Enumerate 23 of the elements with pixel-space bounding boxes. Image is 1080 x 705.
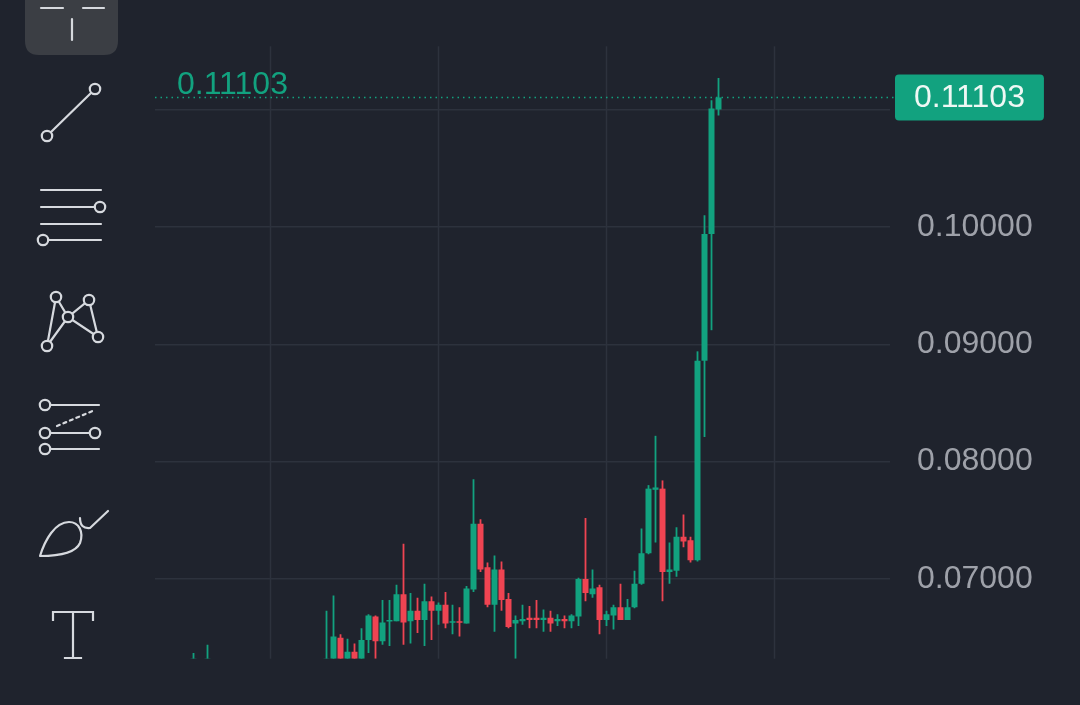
candlestick (617, 582, 624, 621)
candlestick (428, 595, 435, 641)
candlestick (435, 601, 442, 626)
candlestick (330, 594, 337, 659)
candlestick (442, 591, 449, 630)
candlestick (547, 609, 554, 633)
candlestick (456, 606, 463, 638)
candlestick (631, 569, 638, 610)
y-tick-label: 0.10000 (917, 206, 1033, 243)
candlestick (379, 599, 386, 646)
y-tick-label: 0.08000 (917, 441, 1033, 478)
candlestick (449, 603, 456, 636)
candlestick (337, 633, 344, 659)
ref-line-label: 0.11103 (177, 65, 288, 102)
candlestick (582, 517, 589, 603)
text: 0.11103 (914, 78, 1025, 115)
y-tick-label: 0.07000 (917, 558, 1033, 595)
candlestick (589, 568, 596, 599)
candlestick (421, 582, 428, 647)
candlestick (358, 627, 365, 659)
candlestick (414, 596, 421, 634)
y-tick-label: 0.09000 (917, 324, 1033, 361)
candlestick (407, 592, 414, 645)
